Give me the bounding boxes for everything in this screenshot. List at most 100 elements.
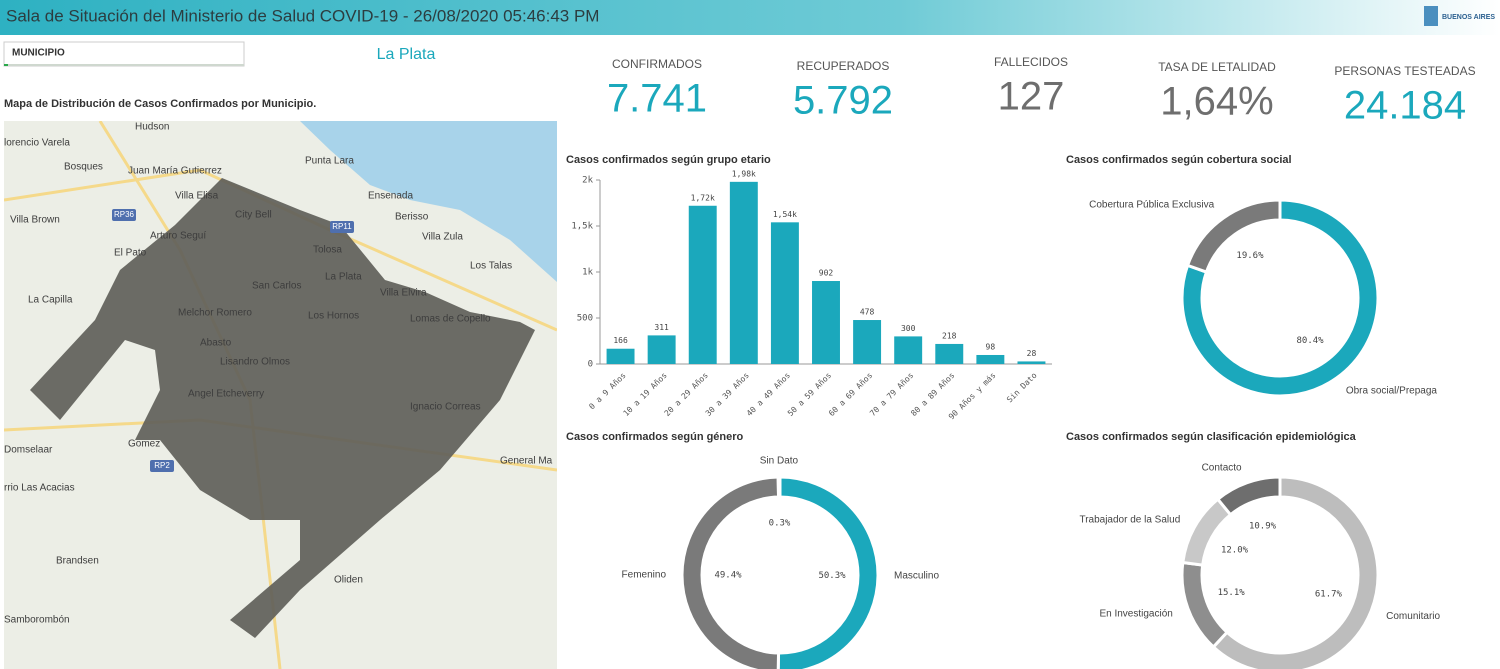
map-place-label: Lisandro Olmos [220, 357, 290, 368]
slice-category-label: Trabajador de la Salud [1079, 514, 1180, 525]
map-place-label: La Capilla [28, 295, 73, 306]
bar [606, 348, 635, 364]
kpi-label: CONFIRMADOS [612, 57, 702, 71]
map-place-label: lorencio Varela [4, 138, 70, 149]
slice-value-label: 12.0% [1221, 545, 1249, 555]
bar [688, 205, 717, 364]
x-tick-label: 20 a 29 Años [663, 371, 710, 418]
bar-value-label: 1,72k [691, 193, 715, 202]
road-badge [150, 460, 174, 472]
slice-value-label: 0.3% [769, 519, 791, 529]
bar-value-label: 902 [819, 269, 834, 278]
kpi-value: 24.184 [1344, 84, 1466, 128]
filter-underline [4, 64, 244, 66]
road-label: RP36 [114, 210, 135, 219]
map-place-label: Los Hornos [308, 311, 359, 322]
road-badge [112, 209, 136, 221]
slice-category-label: Obra social/Prepaga [1346, 386, 1438, 397]
y-tick-label: 500 [577, 314, 593, 324]
map-place-label: Hudson [135, 122, 169, 133]
map-place-label: Melchor Romero [178, 308, 252, 319]
bar-value-label: 1,98k [732, 169, 756, 178]
donut-slice [776, 475, 782, 499]
donut-slice [1185, 198, 1282, 274]
kpi-value: 7.741 [607, 77, 707, 121]
map-place-label: Berisso [395, 212, 429, 223]
map-place-label: Bosques [64, 162, 103, 173]
kpi-label: RECUPERADOS [797, 59, 890, 73]
map-place-label: Villa Elvira [380, 288, 427, 299]
logo-icon [1424, 6, 1438, 26]
map-water [300, 121, 557, 282]
map-place-label: Juan María Gutierrez [128, 166, 222, 177]
kpi-value: 127 [998, 75, 1065, 119]
x-tick-label: 40 a 49 Años [745, 371, 792, 418]
map-place-label: La Plata [325, 272, 362, 283]
map-place-label: rrio Las Acacias [4, 483, 75, 494]
map[interactable]: Hudson lorencio Varela Bosques Juan María G… [4, 121, 557, 669]
map-place-label: Ensenada [368, 191, 413, 202]
donut-slice [1180, 198, 1380, 398]
x-tick-label: 60 a 69 Años [827, 371, 874, 418]
bar-value-label: 218 [942, 331, 957, 340]
x-tick-label: 50 a 59 Años [786, 371, 833, 418]
bar [729, 181, 758, 364]
map-title: Mapa de Distribución de Casos Confirmado… [4, 98, 316, 110]
x-tick-label: 80 a 89 Años [909, 371, 956, 418]
map-place-label: Abasto [200, 338, 232, 349]
kpi-label: TASA DE LETALIDAD [1158, 60, 1276, 74]
map-place-label: San Carlos [252, 281, 301, 292]
bar-value-label: 98 [986, 342, 996, 351]
bar [647, 335, 676, 364]
map-place-label: Ignacio Correas [410, 402, 481, 413]
map-place-label: Villa Elisa [175, 191, 219, 202]
donut-slice [1215, 475, 1282, 517]
y-tick-label: 1,5k [571, 222, 593, 232]
slice-category-label: Contacto [1202, 462, 1242, 473]
header-bar [0, 0, 1500, 35]
slice-value-label: 19.6% [1236, 251, 1264, 261]
filter-selection[interactable]: La Plata [377, 46, 436, 63]
bar-value-label: 311 [654, 323, 669, 332]
slice-value-label: 15.1% [1218, 588, 1246, 598]
bar-value-label: 28 [1027, 349, 1037, 358]
kpi-label: FALLECIDOS [994, 55, 1068, 69]
chart-title: Casos confirmados según grupo etario [566, 154, 771, 166]
map-place-label: Arturo Seguí [150, 231, 206, 242]
x-tick-label: 70 a 79 Años [868, 371, 915, 418]
chart-title: Casos confirmados según clasificación ep… [1066, 431, 1357, 443]
y-tick-label: 1k [582, 268, 593, 278]
map-place-label: Brandsen [56, 556, 99, 567]
kpi-value: 1,64% [1160, 80, 1273, 124]
map-place-label: Samborombón [4, 615, 70, 626]
x-tick-label: 10 a 19 Años [622, 371, 669, 418]
slice-category-label: Cobertura Pública Exclusiva [1089, 200, 1214, 211]
slice-category-label: En Investigación [1099, 609, 1172, 620]
y-tick-label: 2k [582, 176, 593, 186]
road-badge [330, 221, 354, 233]
map-place-label: Villa Brown [10, 215, 60, 226]
slice-category-label: Femenino [622, 570, 667, 581]
slice-category-label: Comunitario [1386, 611, 1440, 622]
slice-value-label: 49.4% [714, 571, 742, 581]
bar [812, 281, 840, 364]
bar [976, 354, 1005, 364]
map-place-label: Domselaar [4, 445, 53, 456]
x-tick-label: 30 a 39 Años [704, 371, 751, 418]
bar-value-label: 1,54k [773, 210, 797, 219]
bar [935, 343, 964, 364]
slice-value-label: 80.4% [1296, 336, 1324, 346]
filter-box[interactable] [3, 41, 245, 67]
map-place-label: City Bell [235, 210, 272, 221]
map-place-label: El Pato [114, 248, 147, 259]
map-region[interactable] [30, 178, 535, 638]
header-title: Sala de Situación del Ministerio de Salu… [6, 6, 599, 25]
x-tick-label: 0 a 9 Años [587, 371, 628, 412]
map-place-label: Gomez [128, 439, 160, 450]
bar-value-label: 300 [901, 324, 916, 333]
map-place-label: Punta Lara [305, 156, 354, 167]
logo-text: BUENOS AIRES [1442, 14, 1495, 21]
bar-value-label: 166 [613, 336, 628, 345]
y-tick-label: 0 [588, 360, 593, 370]
